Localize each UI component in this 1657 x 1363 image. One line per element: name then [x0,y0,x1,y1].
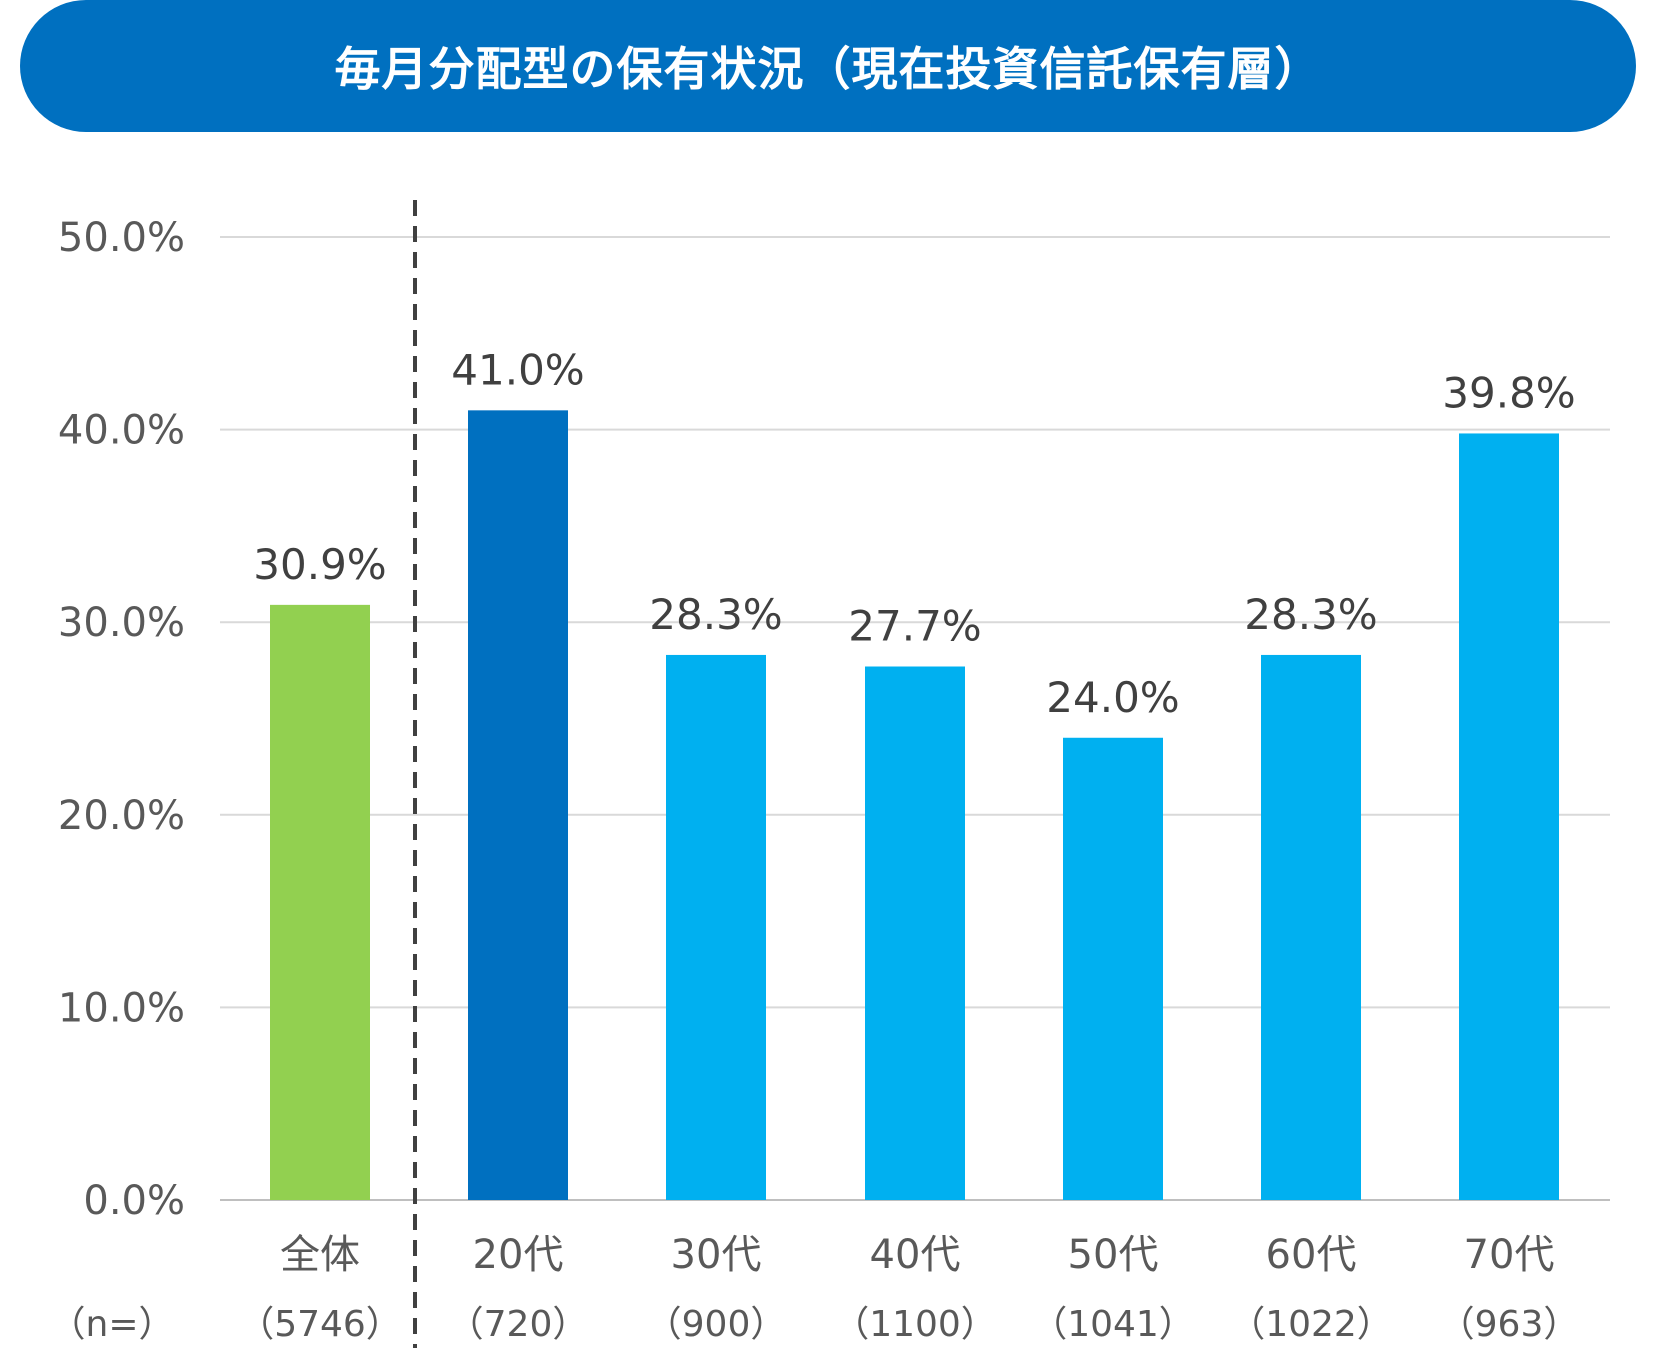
data-label: 28.3% [1244,590,1377,639]
x-tick-label: 20代 [473,1232,564,1278]
bar-2 [468,410,568,1201]
y-tick-label: 20.0% [58,793,185,839]
y-tick-label: 50.0% [58,215,185,261]
bar-4 [865,666,965,1200]
data-label: 30.9% [253,540,386,589]
sample-size-label: （1022） [1229,1304,1393,1345]
bar-6 [1261,654,1361,1200]
y-tick-label: 0.0% [83,1178,185,1224]
y-tick-label: 10.0% [58,985,185,1031]
sample-size-label: （5746） [238,1304,402,1345]
x-tick-label: 60代 [1266,1232,1357,1278]
y-tick-label: 30.0% [58,600,185,646]
chart-title-banner: 毎月分配型の保有状況（現在投資信託保有層） [20,0,1636,132]
x-tick-label: 70代 [1464,1232,1555,1278]
data-label: 24.0% [1046,673,1179,722]
sample-size-label: （1041） [1031,1304,1195,1345]
chart-title: 毎月分配型の保有状況（現在投資信託保有層） [334,42,1322,96]
data-label: 41.0% [451,345,584,394]
bar-7 [1459,433,1559,1200]
bar-3 [666,654,766,1200]
sample-size-label: （963） [1439,1304,1580,1345]
y-tick-label: 40.0% [58,408,185,454]
sample-size-label: （1100） [833,1304,997,1345]
x-tick-label: 50代 [1068,1232,1159,1278]
n-label: （n=） [50,1304,175,1345]
data-label: 27.7% [848,601,981,650]
data-label: 39.8% [1442,368,1575,417]
x-tick-label: 30代 [671,1232,762,1278]
bar-5 [1063,737,1163,1200]
data-label: 28.3% [649,590,782,639]
x-tick-label: 40代 [870,1232,961,1278]
sample-size-label: （720） [448,1304,589,1345]
bar-1 [270,604,370,1200]
sample-size-label: （900） [646,1304,787,1345]
x-tick-label: 全体 [280,1232,360,1278]
